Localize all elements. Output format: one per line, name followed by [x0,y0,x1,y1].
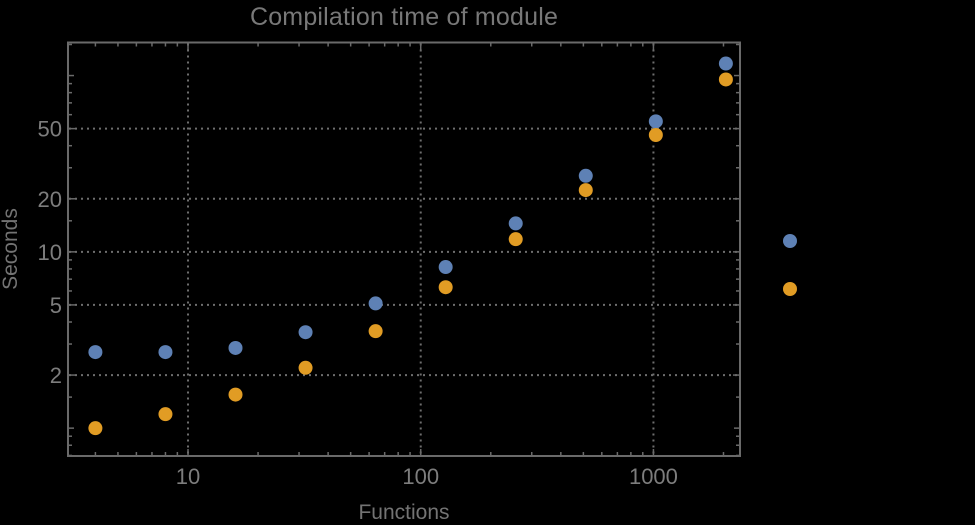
data-point-series-blue [158,345,173,360]
y-tick-label: 20 [38,187,62,212]
x-axis-label: Functions [358,501,450,524]
y-tick-label: 2 [50,363,62,388]
data-point-series-orange [88,421,103,436]
x-tick-label: 100 [402,464,439,489]
legend-marker-series-blue [783,234,797,248]
chart-title: Compilation time of module [249,3,559,31]
y-axis-label: Seconds [0,208,22,290]
data-point-series-blue [88,345,103,360]
data-point-series-blue [508,216,523,231]
plot-frame [67,41,741,457]
data-point-series-orange [368,324,383,339]
data-point-series-orange [158,407,173,422]
data-point-series-blue [368,296,383,311]
x-tick-label: 10 [176,464,200,489]
data-point-series-orange [648,128,663,143]
data-point-series-blue [718,56,733,71]
data-point-series-orange [438,280,453,295]
data-point-series-blue [578,168,593,183]
x-tick-label: 1000 [629,464,678,489]
data-point-series-blue [298,325,313,340]
data-point-series-blue [228,340,243,355]
y-tick-label: 50 [38,117,62,142]
legend-marker-series-orange [783,282,797,296]
data-point-series-orange [298,360,313,375]
data-point-series-orange [718,72,733,87]
data-point-series-orange [508,232,523,247]
data-point-series-orange [228,387,243,402]
data-point-series-orange [578,183,593,198]
data-point-series-blue [648,114,663,129]
y-tick-label: 10 [38,240,62,265]
y-tick-label: 5 [50,293,62,318]
data-point-series-blue [438,260,453,275]
